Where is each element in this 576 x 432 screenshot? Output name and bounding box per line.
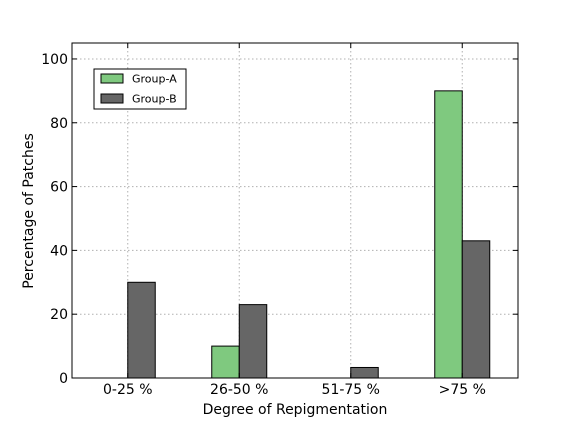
bar-group-b-2	[350, 366, 379, 379]
bar-group-b-1	[238, 304, 268, 379]
bar-group-b-0	[127, 281, 156, 379]
y-tick-label: 0	[59, 371, 68, 387]
x-tick-label: >75 %	[439, 382, 486, 398]
bar-group-a-1	[211, 345, 240, 379]
x-tick-label: 51-75 %	[322, 382, 380, 398]
bars	[127, 90, 491, 379]
y-tick-label: 80	[50, 116, 68, 132]
x-tick-label: 0-25 %	[103, 382, 153, 398]
bar-group-b-3	[461, 240, 491, 379]
y-tick-label: 100	[41, 52, 68, 68]
plot-frame	[71, 42, 519, 379]
y-axis-label: Percentage of Patches	[21, 133, 37, 289]
axis-ticks	[72, 43, 518, 379]
legend-swatch-group-b	[100, 93, 124, 104]
y-tick-labels: 0 20 40 60 80 100	[41, 52, 68, 387]
x-tick-label: 26-50 %	[210, 382, 268, 398]
legend: Group-A Group-B	[93, 68, 187, 110]
bar-group-a-3	[434, 90, 463, 379]
legend-label-group-b: Group-B	[132, 93, 177, 106]
legend-swatch-group-a	[100, 73, 124, 84]
y-tick-label: 40	[50, 243, 68, 259]
x-axis-label: Degree of Repigmentation	[203, 402, 388, 418]
legend-label-group-a: Group-A	[132, 73, 177, 86]
x-tick-labels: 0-25 % 26-50 % 51-75 % >75 %	[103, 382, 486, 398]
y-tick-label: 20	[50, 307, 68, 323]
y-tick-label: 60	[50, 180, 68, 196]
